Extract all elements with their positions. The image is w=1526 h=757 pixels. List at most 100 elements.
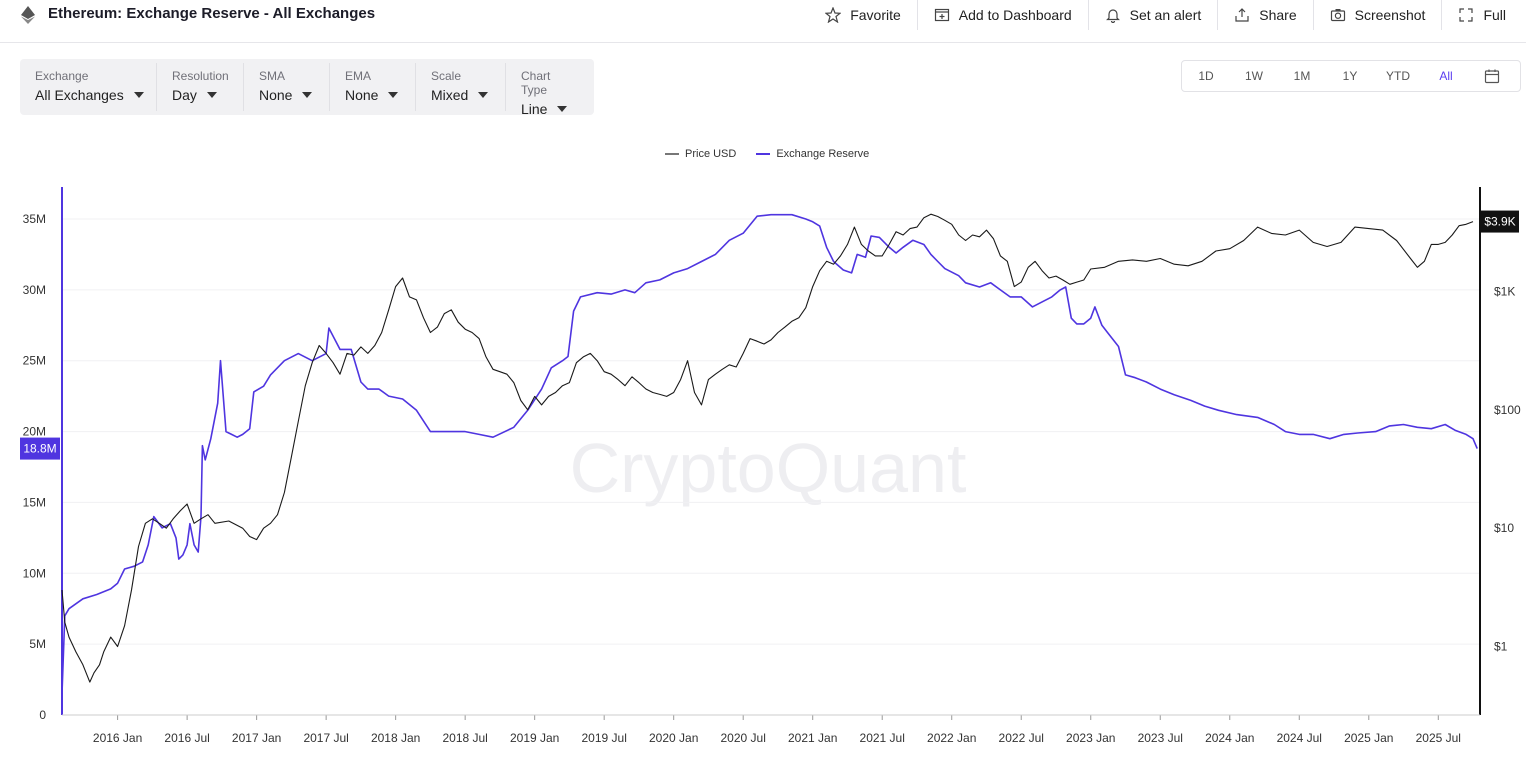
- fullscreen-label: Full: [1483, 7, 1506, 23]
- series-line-exchange-reserve: [61, 213, 1478, 694]
- watermark: CryptoQuant: [570, 429, 967, 507]
- y-left-tick-label: 35M: [23, 212, 46, 226]
- favorite-button[interactable]: Favorite: [809, 0, 917, 30]
- sma-select[interactable]: SMA None: [243, 63, 329, 111]
- x-tick-label: 2017 Jan: [232, 731, 281, 745]
- y-left-tick-label: 10M: [23, 566, 46, 580]
- screenshot-button[interactable]: Screenshot: [1312, 0, 1442, 30]
- legend-label-reserve: Exchange Reserve: [776, 148, 870, 160]
- legend-swatch-reserve: [756, 153, 771, 155]
- y-right-tick-label: $10: [1494, 521, 1514, 535]
- x-tick-label: 2022 Jan: [927, 731, 976, 745]
- add-to-dashboard-button[interactable]: Add to Dashboard: [916, 0, 1088, 30]
- range-all[interactable]: All: [1439, 69, 1453, 83]
- x-tick-label: 2020 Jan: [649, 731, 698, 745]
- calendar-icon: [1484, 69, 1500, 84]
- range-1w[interactable]: 1W: [1245, 69, 1263, 83]
- x-tick-label: 2021 Jan: [788, 731, 837, 745]
- legend-swatch-price: [665, 153, 679, 155]
- ema-select[interactable]: EMA None: [329, 63, 415, 111]
- chart-type-select-value: Line: [521, 101, 548, 117]
- share-icon: [1235, 8, 1249, 22]
- exchange-select-label: Exchange: [35, 69, 89, 83]
- x-tick-label: 2024 Jul: [1277, 731, 1322, 745]
- axis-layer: 0 5M 10M 15M 20M 25M 30M 35M $1 $10 $100 $1K 2016 Ja…: [23, 187, 1521, 745]
- y-right-tick-label: $1K: [1494, 285, 1515, 299]
- y-right-tick-label: $1: [1494, 640, 1508, 654]
- series-layer: [61, 213, 1478, 694]
- share-button[interactable]: Share: [1217, 0, 1312, 30]
- fullscreen-icon: [1459, 8, 1474, 22]
- y-left-tick-label: 20M: [23, 425, 46, 439]
- current-price-badge: [1481, 210, 1519, 233]
- grid-layer: [62, 218, 1480, 645]
- range-1y[interactable]: 1Y: [1342, 69, 1358, 83]
- x-tick-label: 2019 Jul: [581, 731, 626, 745]
- sma-select-label: SMA: [259, 69, 286, 83]
- y-left-tick-label: 30M: [23, 283, 46, 297]
- x-tick-label: 2020 Jul: [721, 731, 766, 745]
- ema-select-label: EMA: [345, 69, 372, 83]
- chart-legend: Price USD Exchange Reserve: [665, 148, 889, 160]
- x-tick-label: 2023 Jan: [1066, 731, 1115, 745]
- series-line-price-usd: [61, 213, 1474, 683]
- calendar-button[interactable]: [1470, 68, 1514, 84]
- chevron-down-icon: [302, 92, 313, 98]
- x-tick-label: 2021 Jul: [860, 731, 905, 745]
- x-tick-label: 2025 Jul: [1416, 731, 1461, 745]
- chart-controls: Exchange All Exchanges Resolution Day SM…: [20, 59, 594, 117]
- set-alert-label: Set an alert: [1129, 7, 1202, 23]
- x-tick-label: 2022 Jul: [999, 731, 1044, 745]
- chevron-down-icon: [388, 92, 399, 98]
- favorite-label: Favorite: [850, 7, 901, 23]
- camera-icon: [1330, 9, 1345, 22]
- ethereum-icon: [21, 6, 35, 24]
- screenshot-label: Screenshot: [1354, 7, 1426, 23]
- star-icon: [825, 7, 842, 23]
- y-left-tick-label: 15M: [23, 495, 46, 509]
- scale-select-label: Scale: [431, 69, 462, 83]
- range-1m[interactable]: 1M: [1293, 69, 1311, 83]
- exchange-select[interactable]: Exchange All Exchanges: [20, 63, 156, 111]
- y-left-tick-label: 25M: [23, 354, 46, 368]
- fullscreen-button[interactable]: Full: [1441, 0, 1522, 30]
- chart-type-select-label: Chart Type: [521, 69, 551, 97]
- dashboard-add-icon: [934, 8, 949, 22]
- time-range-selector: 1D 1W 1M 1Y YTD All: [1181, 60, 1521, 92]
- chevron-down-icon: [478, 92, 489, 98]
- header-actions: Favorite Add to Dashboard Set an alert S…: [809, 0, 1522, 30]
- chevron-down-icon: [557, 106, 568, 112]
- scale-select[interactable]: Scale Mixed: [415, 63, 505, 111]
- y-left-tick-label: 5M: [29, 637, 46, 651]
- chevron-down-icon: [206, 92, 217, 98]
- legend-label-price: Price USD: [685, 148, 737, 160]
- marker-layer: 18.8M $3.9K: [20, 210, 1519, 460]
- page-title: Ethereum: Exchange Reserve - All Exchang…: [48, 5, 376, 22]
- x-tick-label: 2017 Jul: [303, 731, 348, 745]
- y-left-tick-label: 0: [39, 708, 46, 722]
- range-ytd[interactable]: YTD: [1386, 69, 1410, 83]
- legend-item-price[interactable]: Price USD: [665, 148, 736, 160]
- ema-select-value: None: [345, 87, 379, 103]
- add-to-dashboard-label: Add to Dashboard: [958, 7, 1072, 23]
- resolution-select-value: Day: [172, 87, 197, 103]
- current-reserve-badge: [20, 437, 60, 460]
- legend-item-reserve[interactable]: Exchange Reserve: [756, 148, 869, 160]
- chart-type-select[interactable]: Chart Type Line: [505, 63, 594, 117]
- resolution-select-label: Resolution: [172, 69, 229, 83]
- x-tick-label: 2025 Jan: [1344, 731, 1393, 745]
- header-bar: Ethereum: Exchange Reserve - All Exchang…: [0, 0, 1526, 43]
- exchange-select-value: All Exchanges: [35, 87, 124, 103]
- bell-icon: [1105, 9, 1120, 23]
- x-tick-label: 2019 Jan: [510, 731, 559, 745]
- current-price-label: $3.9K: [1484, 215, 1515, 229]
- set-alert-button[interactable]: Set an alert: [1087, 0, 1218, 30]
- sma-select-value: None: [259, 87, 293, 103]
- x-tick-label: 2016 Jul: [164, 731, 209, 745]
- scale-select-value: Mixed: [431, 87, 469, 103]
- range-1d[interactable]: 1D: [1198, 69, 1214, 83]
- resolution-select[interactable]: Resolution Day: [156, 63, 243, 111]
- share-label: Share: [1259, 7, 1297, 23]
- chevron-down-icon: [133, 92, 144, 98]
